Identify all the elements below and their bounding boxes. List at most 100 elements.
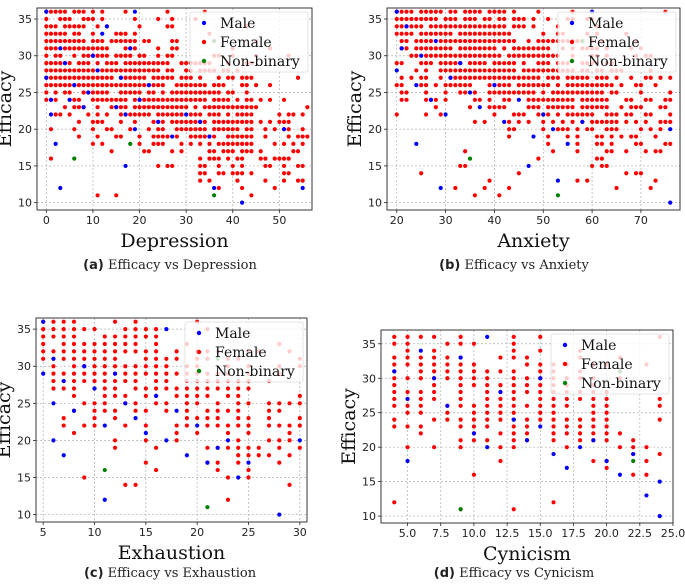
female-point [423, 90, 429, 95]
female-point [526, 46, 531, 51]
female-point [423, 68, 429, 73]
female-point [225, 393, 231, 398]
female-point [205, 445, 210, 450]
female-point [281, 171, 287, 176]
female-point [575, 141, 580, 146]
x-tick-label: 20 [390, 214, 404, 227]
female-point [482, 24, 487, 29]
female-point [458, 53, 463, 58]
female-point [431, 383, 437, 388]
female-point [76, 9, 82, 14]
female-point [160, 75, 165, 80]
female-point [511, 68, 517, 73]
caption-label: (d) [433, 566, 455, 581]
female-point [112, 334, 118, 339]
female-point [418, 389, 423, 395]
female-point [137, 60, 142, 66]
female-point [221, 119, 226, 124]
male-point [128, 46, 133, 51]
female-point [467, 60, 473, 66]
female-point [409, 9, 414, 14]
female-point [471, 341, 477, 346]
legend-marker [201, 39, 207, 45]
female-point [599, 75, 604, 80]
female-point [249, 97, 254, 102]
female-point [614, 127, 619, 132]
female-point [591, 458, 596, 464]
female-point [287, 453, 292, 458]
female-point [133, 401, 138, 406]
female-point [550, 105, 556, 110]
female-point [82, 378, 87, 384]
female-point [146, 38, 151, 44]
female-point [399, 24, 404, 29]
female-point [477, 53, 482, 58]
female-point [405, 334, 410, 339]
female-point [599, 163, 604, 169]
female-point [633, 119, 639, 124]
female-point [165, 105, 170, 110]
female-point [550, 75, 556, 80]
female-point [230, 171, 235, 176]
female-point [458, 424, 463, 429]
female-point [277, 423, 282, 428]
female-point [463, 163, 468, 169]
female-point [492, 112, 497, 117]
female-point [62, 16, 68, 22]
female-point [458, 75, 463, 80]
female-point [51, 349, 56, 354]
female-point [609, 134, 614, 139]
female-point [405, 355, 410, 360]
female-point [128, 68, 133, 73]
female-point [419, 46, 424, 51]
female-point [487, 178, 492, 183]
female-point [53, 112, 58, 117]
female-point [538, 383, 543, 388]
female-point [536, 68, 541, 73]
female-point [81, 24, 86, 29]
female-point [235, 127, 240, 132]
female-point [249, 141, 254, 146]
female-point [609, 112, 614, 117]
male-point [428, 97, 434, 102]
female-point [471, 472, 477, 477]
female-point [624, 97, 629, 102]
female-point [267, 163, 273, 169]
female-point [570, 90, 575, 95]
x-tick-label: 22.5 [628, 527, 653, 540]
female-point [72, 38, 77, 44]
female-point [142, 105, 147, 110]
female-point [170, 149, 175, 154]
male-point [143, 430, 148, 436]
female-point [463, 9, 468, 14]
female-point [394, 83, 399, 88]
female-point [531, 68, 536, 73]
female-point [277, 438, 282, 443]
female-point [258, 97, 263, 102]
female-point [216, 127, 221, 132]
female-point [109, 127, 114, 132]
female-point [137, 90, 142, 95]
female-point [448, 24, 453, 29]
nonbinary-point [72, 156, 77, 161]
y-tick-label: 15 [18, 160, 32, 173]
female-point [458, 68, 463, 73]
male-point [394, 68, 399, 73]
female-point [62, 68, 68, 73]
female-point [164, 378, 169, 384]
female-point [536, 105, 541, 110]
female-point [453, 9, 458, 14]
female-point [81, 38, 86, 44]
female-point [44, 31, 49, 36]
y-tick-label: 20 [362, 441, 376, 454]
female-point [258, 119, 263, 124]
female-point [215, 401, 220, 406]
female-point [300, 112, 305, 117]
y-axis-label: Efficacy [338, 388, 360, 465]
female-point [104, 75, 110, 80]
male-point [58, 46, 63, 51]
female-point [137, 24, 142, 29]
female-point [295, 178, 301, 183]
female-point [267, 83, 273, 88]
female-point [104, 127, 110, 132]
